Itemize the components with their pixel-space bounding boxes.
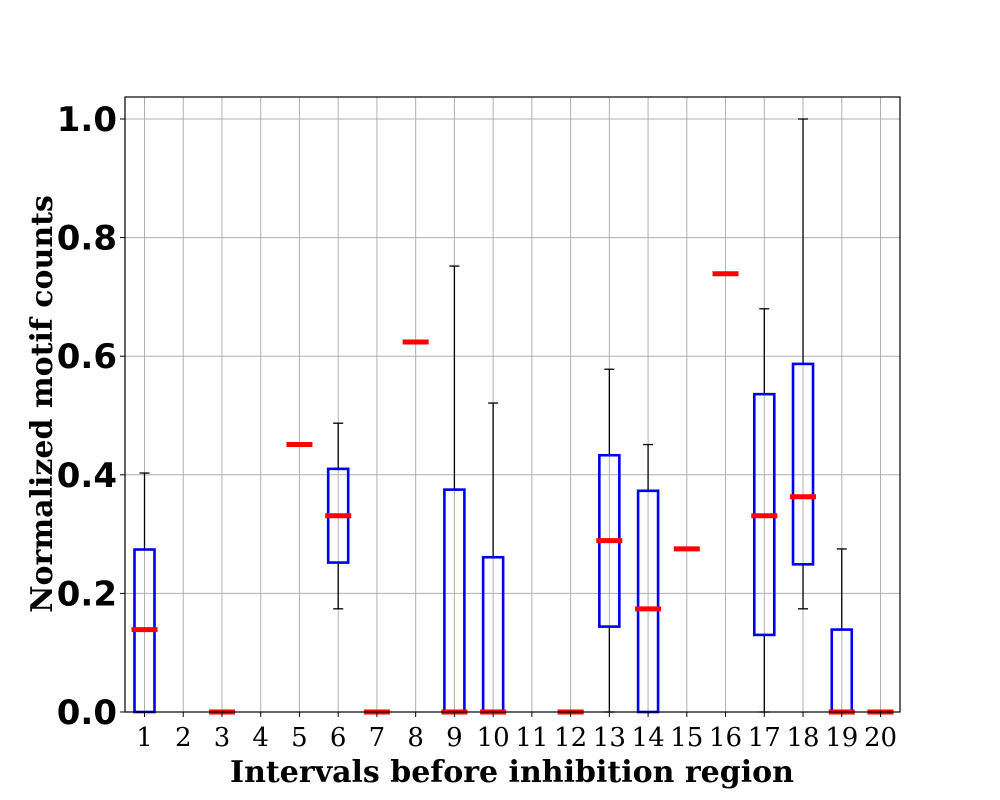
x-tick-label: 19: [825, 723, 858, 753]
y-tick-label: 1.0: [57, 100, 117, 140]
x-axis-ticks: 1 2 3 4 5 6 7 8 9 10 11 12 13 14 15 16 17 18 19 20: [136, 712, 897, 753]
x-tick-label: 1: [136, 723, 153, 753]
y-tick-label: 0.8: [57, 219, 117, 259]
x-tick-label: 3: [214, 723, 231, 753]
iqr-box: [791, 362, 815, 566]
x-tick-label: 9: [446, 723, 463, 753]
y-tick-label: 0.4: [57, 456, 117, 496]
y-axis-label: Normalized motif counts: [25, 195, 60, 613]
y-axis-ticks: 0.0 0.2 0.4 0.6 0.8 1.0: [57, 100, 125, 733]
x-tick-label: 6: [330, 723, 347, 753]
x-tick-label: 11: [515, 723, 548, 753]
x-tick-label: 14: [632, 723, 665, 753]
box-6: [325, 422, 352, 610]
x-tick-label: 4: [252, 723, 269, 753]
plot-area-frame: [124, 96, 901, 713]
y-tick-label: 0.2: [57, 574, 117, 614]
x-tick-label: 12: [554, 723, 587, 753]
y-tick-label: 0.6: [57, 337, 117, 377]
box-series: [131, 118, 894, 715]
x-axis-label: Intervals before inhibition region: [230, 755, 794, 790]
x-tick-label: 20: [864, 723, 897, 753]
box-13: [596, 368, 623, 713]
x-tick-label: 13: [593, 723, 626, 753]
x-tick-label: 16: [709, 723, 742, 753]
x-tick-label: 15: [670, 723, 703, 753]
x-tick-label: 2: [175, 723, 192, 753]
x-tick-label: 5: [291, 723, 308, 753]
x-tick-label: 10: [477, 723, 510, 753]
box-18: [790, 118, 817, 610]
y-tick-label: 0.0: [57, 693, 117, 733]
grid-lines: [125, 97, 900, 713]
x-tick-label: 17: [748, 723, 781, 753]
x-tick-label: 8: [407, 723, 424, 753]
x-tick-label: 7: [369, 723, 386, 753]
x-tick-label: 18: [786, 723, 819, 753]
box-17: [751, 308, 778, 713]
